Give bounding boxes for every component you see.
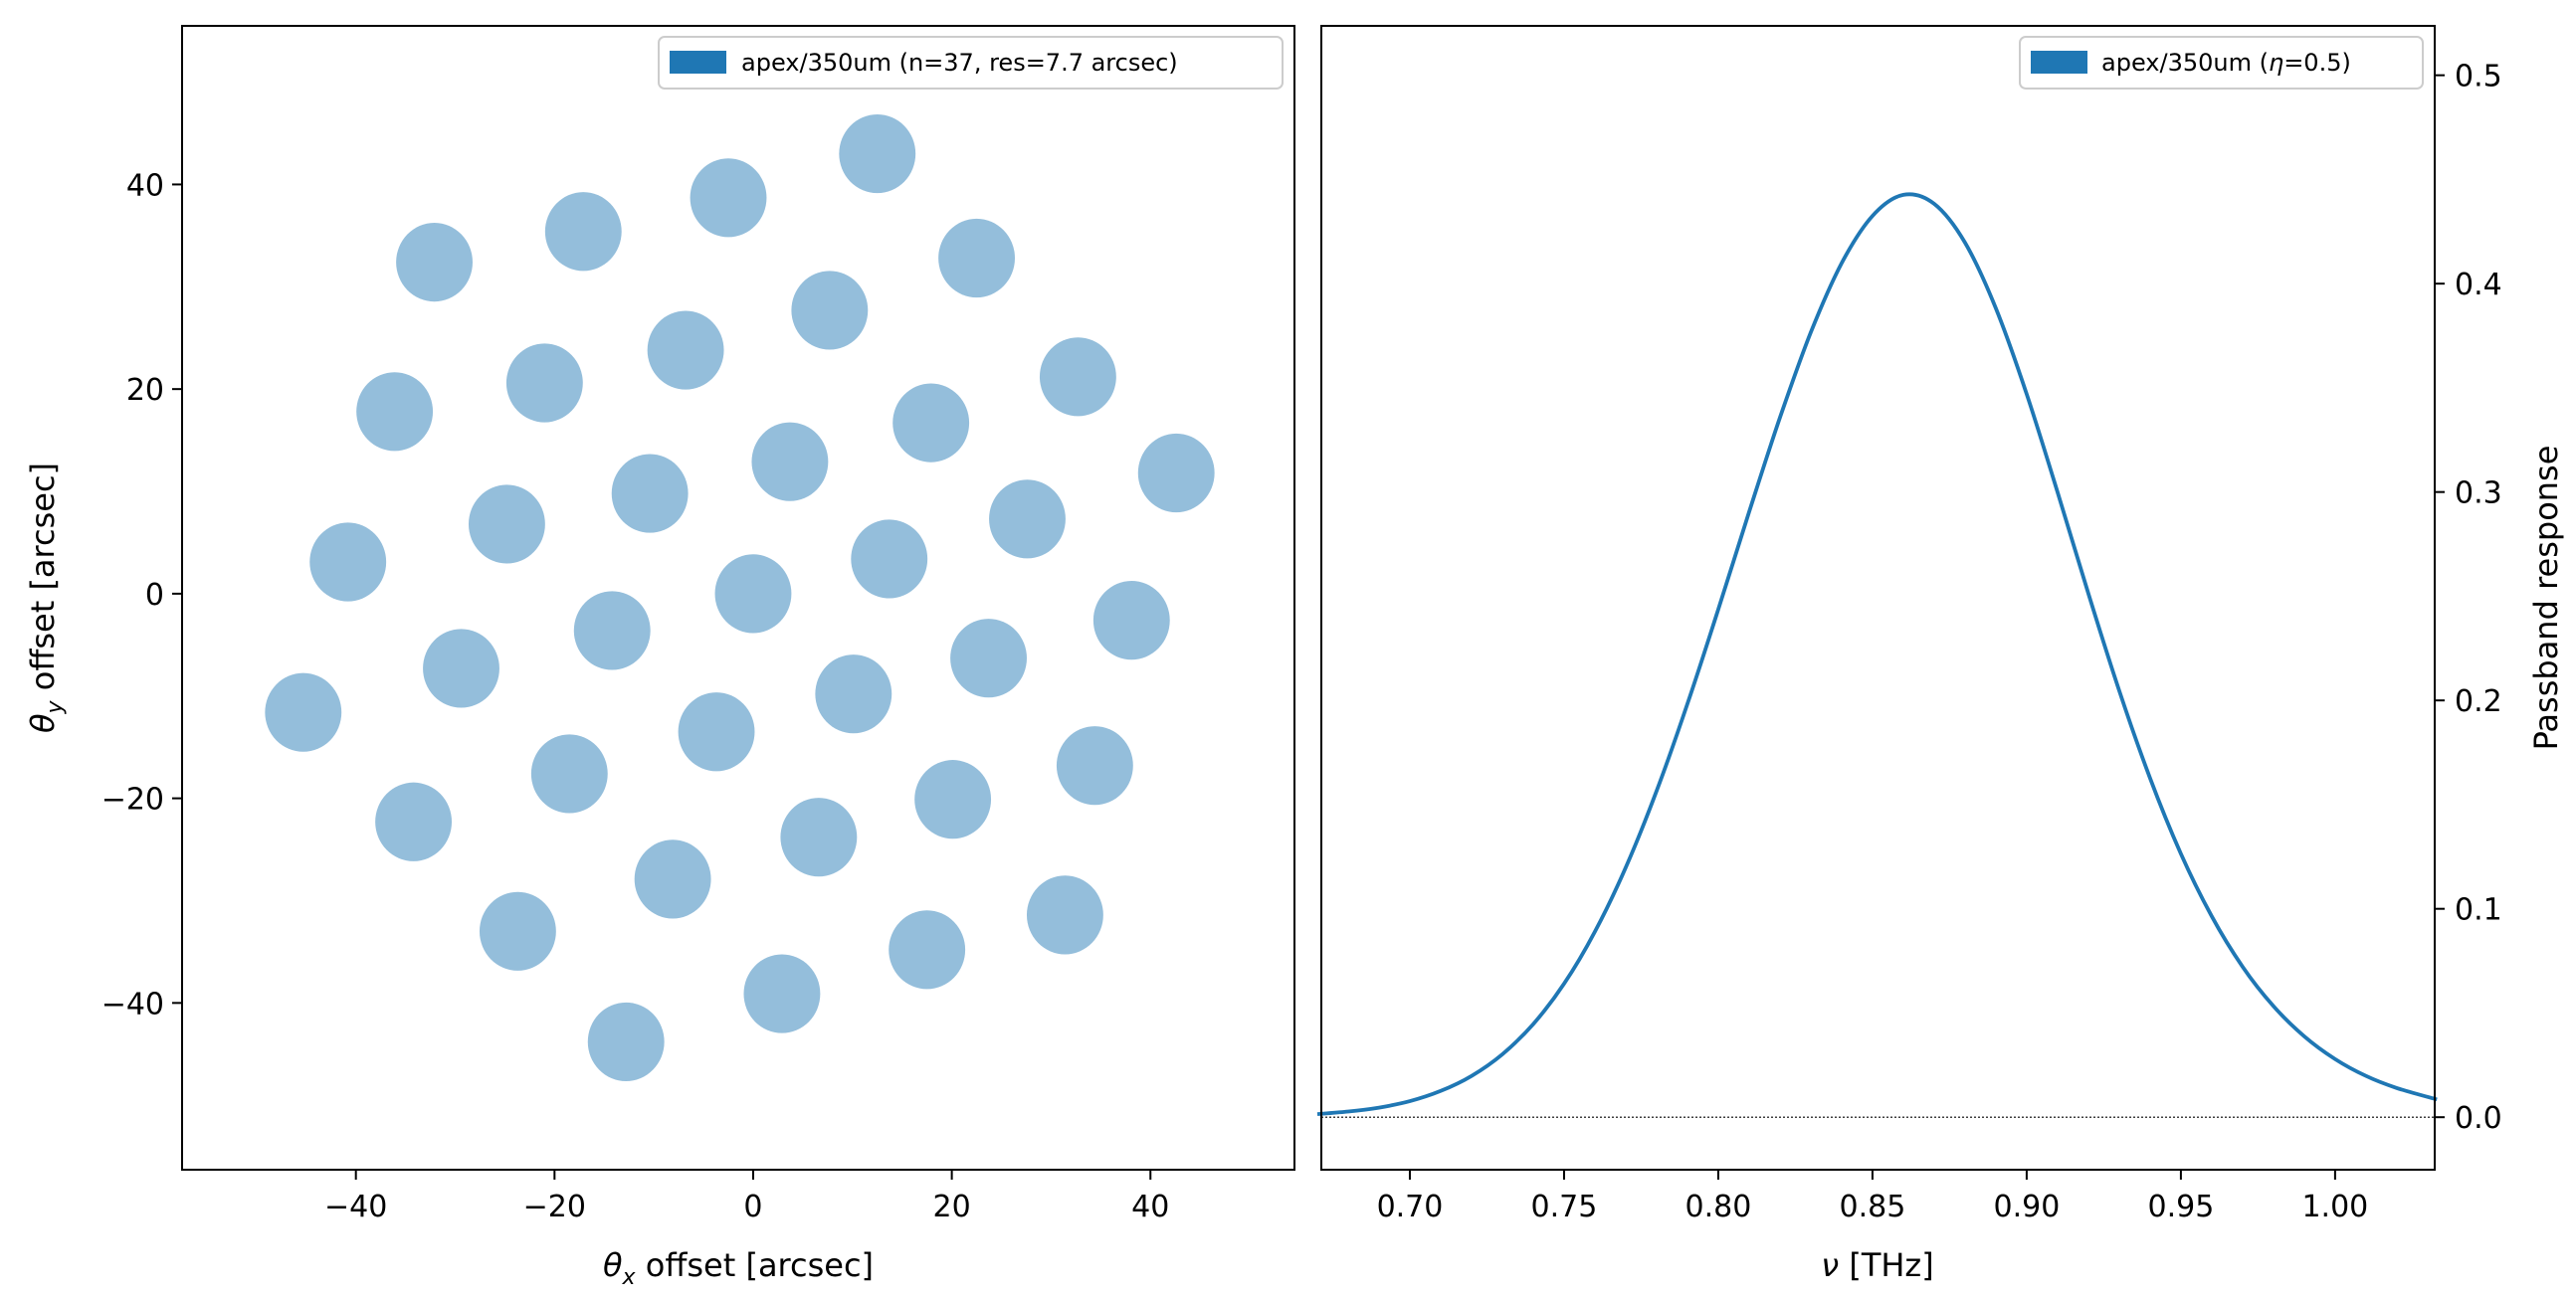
detector-25 [815, 654, 892, 734]
detector-22 [265, 672, 342, 752]
passband-panel: 0.70 0.75 0.80 0.85 0.90 0.95 1.00 0.0 0.1 0.2 0.… [1316, 25, 2565, 1284]
left-legend: apex/350um (n=37, res=7.7 arcsec) [658, 36, 1284, 90]
right-y-tick-label: 0.2 [2455, 684, 2502, 719]
detector-36 [743, 954, 821, 1033]
detector-17 [989, 479, 1066, 559]
right-x-tick-label: 0.95 [2147, 1190, 2214, 1224]
left-x-tick-label: 0 [743, 1190, 762, 1224]
detector-21 [423, 629, 499, 708]
left-y-tick-label: 0 [145, 578, 164, 613]
detector-24 [950, 619, 1027, 698]
detector-29 [1056, 726, 1133, 806]
detector-14 [468, 484, 545, 564]
detector-12 [751, 422, 829, 501]
right-x-tick-label: 0.85 [1840, 1190, 1906, 1224]
detector-6 [791, 271, 869, 350]
detector-30 [914, 760, 992, 839]
detector-27 [530, 734, 608, 814]
left-legend-label: apex/350um (n=37, res=7.7 arcsec) [741, 49, 1178, 77]
right-y-tick-label: 0.5 [2455, 60, 2502, 94]
detector-7 [647, 310, 724, 390]
detector-19 [714, 554, 792, 634]
right-legend-box [2019, 36, 2424, 90]
detector-34 [1026, 875, 1103, 955]
left-x-tick-label: 40 [1131, 1190, 1169, 1224]
detector-35 [889, 910, 966, 990]
detector-1 [839, 113, 916, 194]
detector-15 [309, 522, 387, 602]
left-y-axis-label: θy offset [arcsec] [24, 463, 68, 733]
left-x-axis-label: θx offset [arcsec] [603, 1246, 874, 1290]
detector-8 [505, 343, 583, 423]
right-legend-swatch [2031, 51, 2087, 74]
detector-32 [634, 839, 711, 919]
detector-3 [544, 192, 622, 272]
detector-4 [396, 223, 473, 302]
detector-layout-panel: −40 −20 0 20 40 −40 −20 0 20 40 θx offset [arcse… [24, 25, 1295, 1290]
right-y-tick-label: 0.3 [2455, 476, 2502, 511]
detector-18 [851, 519, 928, 599]
detector-37 [587, 1002, 665, 1082]
detector-13 [611, 454, 689, 533]
left-x-tick-label: 20 [933, 1190, 971, 1224]
right-legend: apex/350um (η=0.5) [2019, 36, 2424, 90]
left-x-tick-label: −20 [523, 1190, 586, 1224]
right-x-tick-label: 0.70 [1377, 1190, 1444, 1224]
left-y-tick-label: −20 [101, 783, 164, 818]
right-x-tick-label: 0.75 [1531, 1190, 1598, 1224]
right-x-tick-label: 1.00 [2301, 1190, 2368, 1224]
detector-5 [938, 218, 1016, 298]
left-y-tick-label: 20 [126, 373, 164, 408]
detector-28 [375, 782, 453, 861]
right-y-tick-label: 0.1 [2455, 893, 2502, 928]
left-axes-frame [181, 25, 1295, 1171]
right-x-axis-label: ν [THz] [1821, 1246, 1933, 1284]
detector-20 [573, 591, 651, 670]
detector-10 [1039, 337, 1116, 417]
left-y-tick-label: 40 [126, 168, 164, 203]
passband-curve [1316, 192, 2438, 1116]
left-x-tick-label: −40 [324, 1190, 387, 1224]
right-y-tick-label: 0.4 [2455, 268, 2502, 302]
detector-33 [479, 891, 556, 971]
right-x-tick-label: 0.90 [1994, 1190, 2061, 1224]
right-legend-label: apex/350um (η=0.5) [2101, 49, 2351, 77]
detector-23 [1092, 581, 1170, 660]
right-x-tick-label: 0.80 [1685, 1190, 1752, 1224]
right-axes-frame [1320, 25, 2436, 1171]
detector-9 [356, 372, 434, 452]
left-legend-box [658, 36, 1284, 90]
detector-11 [892, 383, 970, 463]
detector-2 [690, 158, 767, 238]
detector-31 [780, 798, 858, 877]
right-y-axis-label: Passband response [2527, 446, 2565, 751]
left-y-tick-label: −40 [101, 987, 164, 1022]
left-legend-swatch [670, 51, 726, 74]
detector-16 [1137, 433, 1215, 513]
right-y-tick-label: 0.0 [2455, 1101, 2502, 1136]
detector-26 [678, 692, 755, 772]
